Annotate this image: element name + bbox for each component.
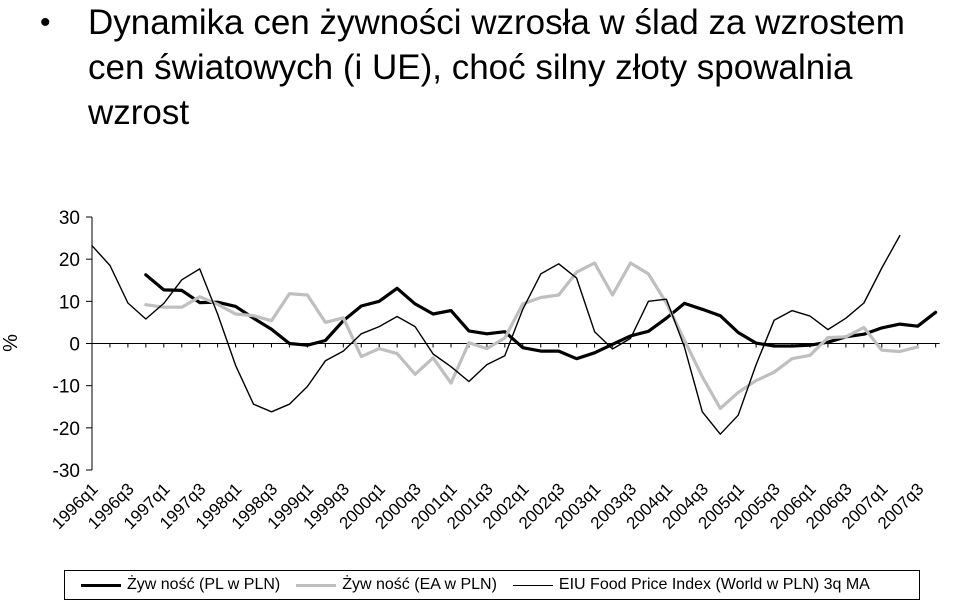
y-tick-label: 30 bbox=[59, 208, 80, 229]
y-axis-label: % bbox=[0, 334, 22, 352]
y-tick-label: -20 bbox=[53, 419, 80, 440]
y-tick-label: -30 bbox=[53, 461, 80, 482]
series-line bbox=[144, 261, 920, 410]
page-title: Dynamika cen żywności wzrosła w ślad za … bbox=[88, 3, 905, 132]
labels-layer: -30-20-100102030%1996q11996q31997q11997q… bbox=[0, 208, 928, 533]
bullet: • bbox=[40, 6, 51, 39]
series-layer bbox=[91, 234, 938, 435]
y-tick-label: 20 bbox=[59, 250, 80, 271]
legend-swatch bbox=[512, 584, 553, 586]
legend-swatch bbox=[296, 583, 337, 587]
y-tick-label: 10 bbox=[59, 292, 80, 313]
legend-label: Żyw ność (PL w PLN) bbox=[127, 576, 281, 593]
series-line bbox=[91, 234, 901, 435]
y-tick-label: 0 bbox=[69, 335, 80, 356]
legend-swatch bbox=[81, 583, 121, 587]
legend-item: Żyw ność (EA w PLN) bbox=[296, 576, 497, 594]
legend-label: EIU Food Price Index (World w PLN) 3q MA bbox=[558, 576, 870, 593]
y-tick-label: -10 bbox=[53, 377, 80, 398]
legend-item: Żyw ność (PL w PLN) bbox=[81, 576, 280, 594]
legend-label: Żyw ność (EA w PLN) bbox=[342, 576, 497, 593]
legend-item: EIU Food Price Index (World w PLN) 3q MA bbox=[512, 576, 870, 594]
legend: Żyw ność (PL w PLN) Żyw ność (EA w PLN) EI… bbox=[64, 570, 920, 600]
title-block: • Dynamika cen żywności wzrosła w ślad z… bbox=[40, 0, 940, 135]
series-line bbox=[144, 273, 938, 361]
